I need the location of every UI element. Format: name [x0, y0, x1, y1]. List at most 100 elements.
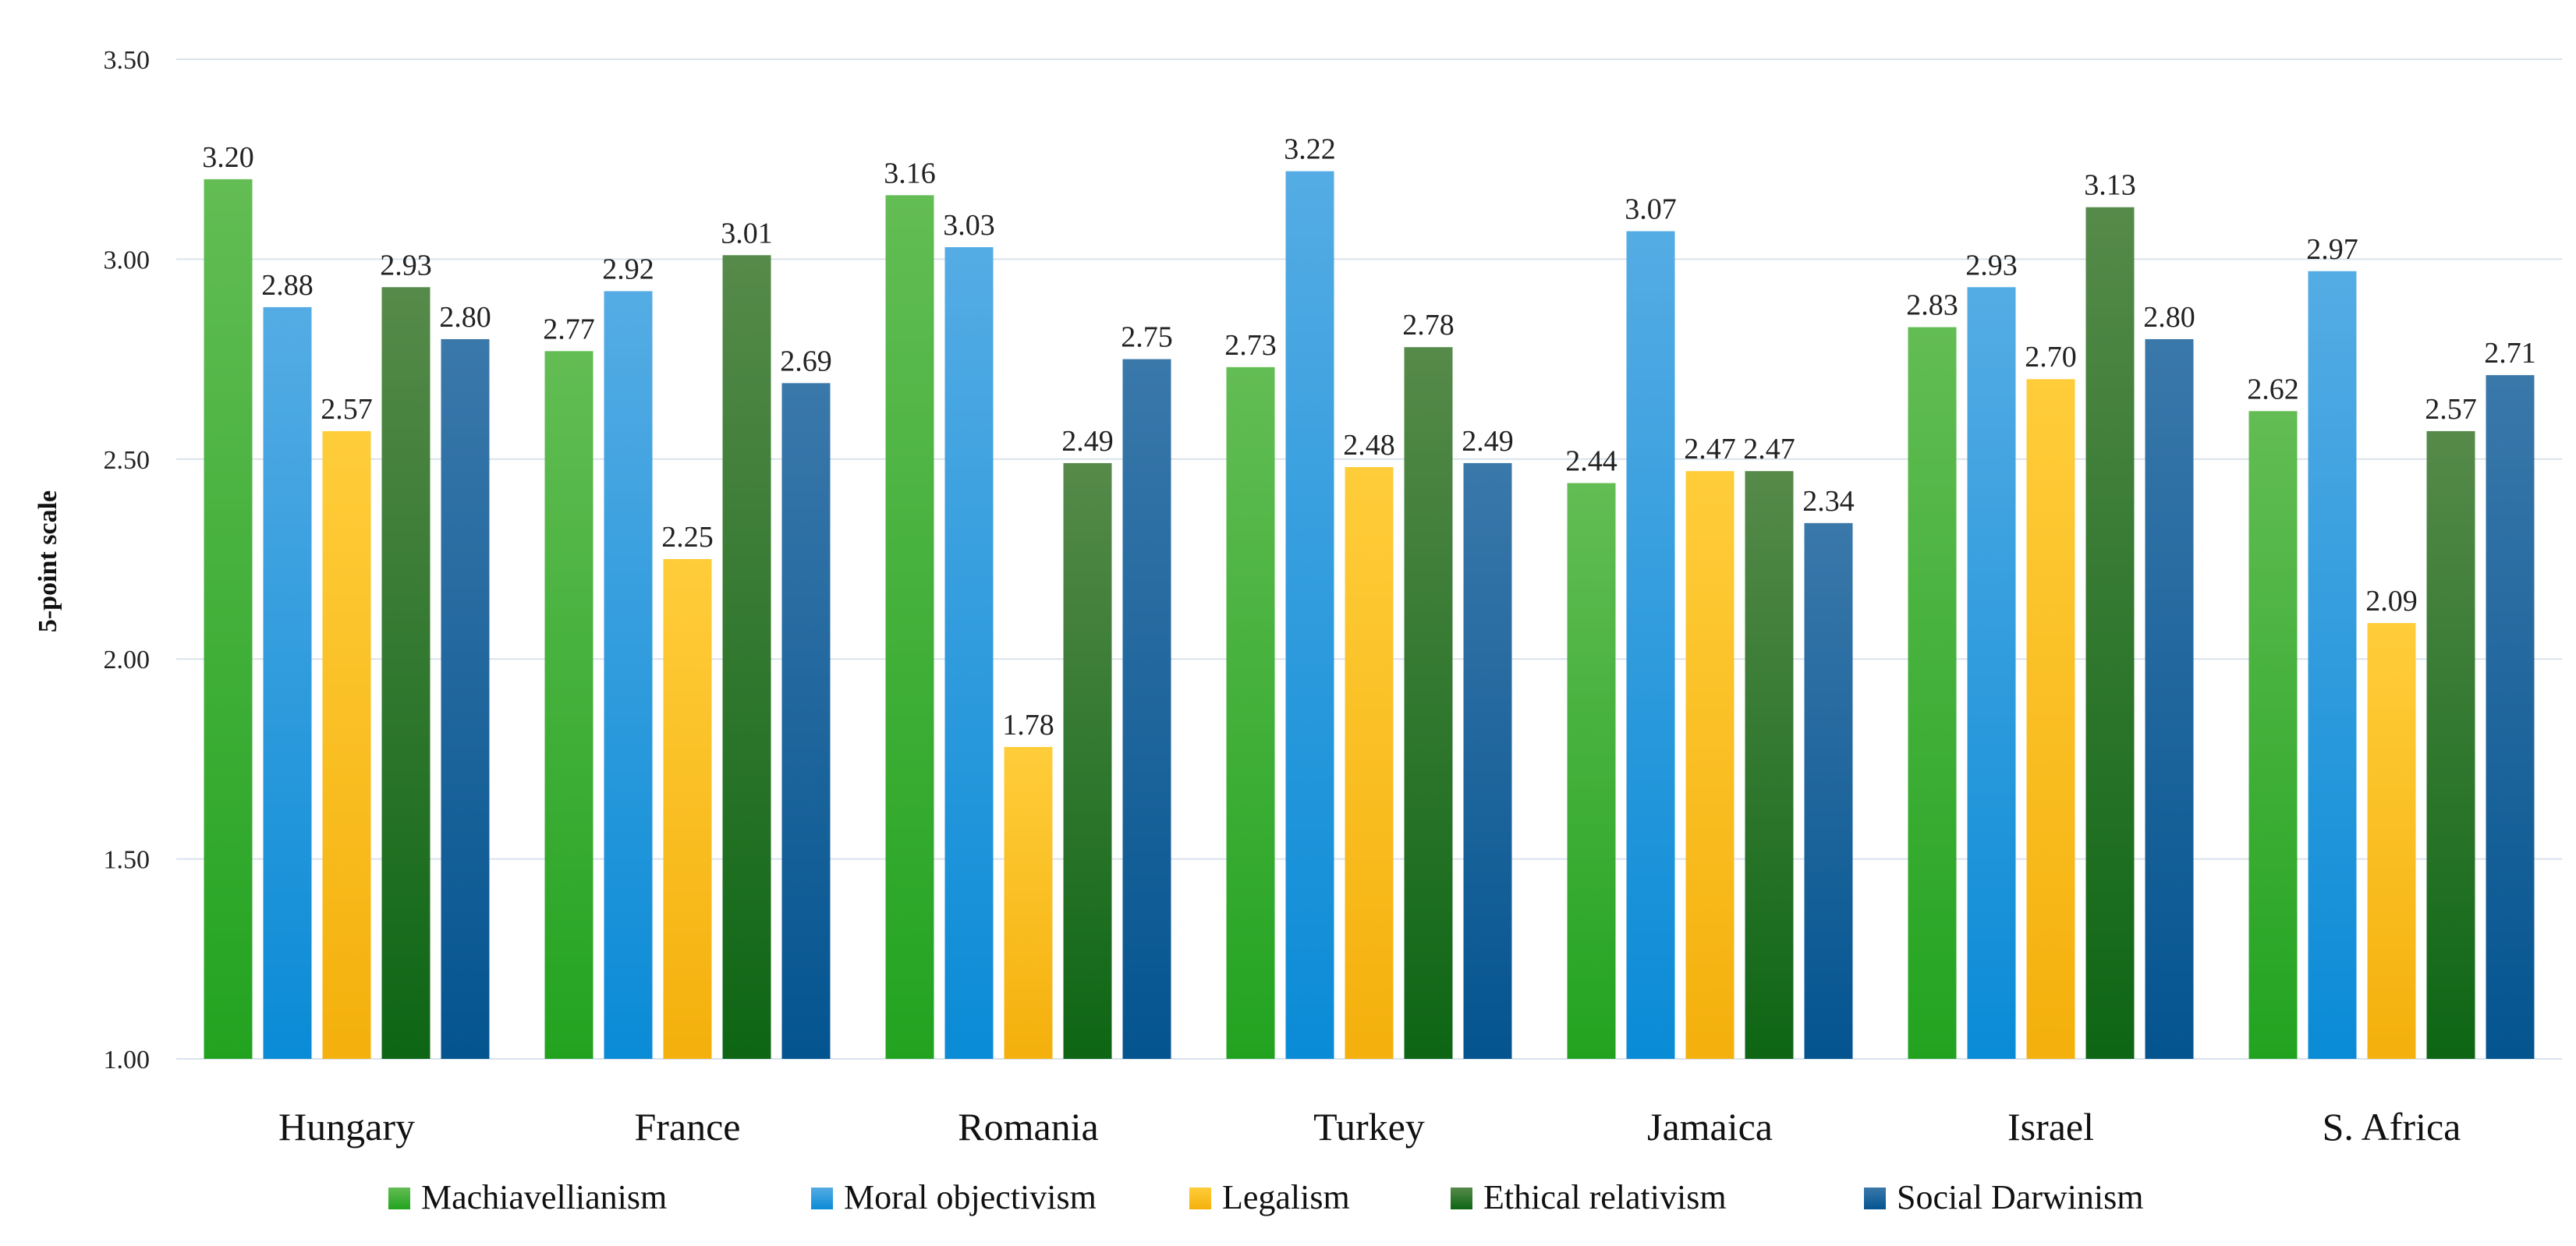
- bar-social-darwinism-hungary: [441, 338, 490, 1060]
- data-label: 2.78: [1402, 309, 1455, 342]
- data-label: 2.77: [543, 313, 595, 345]
- data-label: 2.93: [1965, 249, 2018, 281]
- y-tick-label: 3.50: [104, 46, 151, 75]
- data-label: 2.47: [1743, 433, 1795, 465]
- bar-legalism-jamaica: [1685, 471, 1734, 1059]
- bar-legalism-turkey: [1345, 467, 1394, 1059]
- data-label: 2.49: [1462, 425, 1514, 458]
- data-label: 2.62: [2247, 373, 2299, 405]
- data-label: 2.71: [2484, 337, 2536, 370]
- bar-social-darwinism-israel: [2145, 338, 2194, 1060]
- category-label: France: [634, 1105, 740, 1149]
- y-tick-label: 1.00: [104, 1046, 151, 1074]
- data-label: 2.44: [1565, 445, 1618, 478]
- bar-moral-objectivism-hungary: [263, 306, 312, 1059]
- data-label: 2.47: [1684, 433, 1736, 465]
- data-label: 3.13: [2084, 169, 2136, 202]
- bar-machiavellianism-s-africa: [2248, 411, 2298, 1059]
- bar-social-darwinism-france: [781, 383, 831, 1059]
- data-label: 1.78: [1002, 709, 1054, 742]
- data-label: 2.34: [1802, 485, 1855, 518]
- bar-moral-objectivism-israel: [1967, 287, 2016, 1059]
- y-tick-label: 2.00: [104, 646, 151, 674]
- data-labels: 3.202.882.572.932.80 2.772.922.253.012.69…: [202, 133, 2536, 742]
- bar-ethical-relativism-turkey: [1404, 347, 1453, 1059]
- legend-swatch: [388, 1188, 410, 1209]
- bar-moral-objectivism-romania: [944, 247, 994, 1059]
- data-label: 3.01: [721, 217, 773, 250]
- bars: [204, 171, 2535, 1060]
- bar-ethical-relativism-hungary: [381, 287, 431, 1059]
- bar-moral-objectivism-france: [604, 291, 653, 1059]
- data-label: 2.80: [439, 301, 491, 334]
- bar-legalism-israel: [2026, 379, 2075, 1059]
- data-label: 2.92: [602, 253, 654, 285]
- legend-swatch: [1189, 1188, 1211, 1209]
- category-label: Turkey: [1313, 1105, 1425, 1149]
- y-axis-ticks: 1.00 1.50 2.00 2.50 3.00 3.50: [104, 46, 151, 1074]
- legend-swatch: [811, 1188, 833, 1209]
- data-label: 3.22: [1284, 133, 1336, 166]
- y-tick-label: 1.50: [104, 846, 151, 875]
- bar-machiavellianism-hungary: [204, 179, 253, 1060]
- legend-label: Legalism: [1222, 1178, 1350, 1216]
- bar-legalism-romania: [1004, 747, 1053, 1059]
- bar-moral-objectivism-jamaica: [1626, 231, 1675, 1059]
- bar-moral-objectivism-s-africa: [2308, 271, 2357, 1059]
- bar-machiavellianism-romania: [885, 195, 934, 1059]
- y-tick-label: 2.50: [104, 446, 151, 475]
- bar-moral-objectivism-turkey: [1285, 171, 1334, 1060]
- data-label: 2.73: [1224, 329, 1277, 362]
- bar-legalism-hungary: [322, 430, 371, 1059]
- bar-machiavellianism-israel: [1908, 327, 1957, 1059]
- bar-ethical-relativism-france: [722, 255, 771, 1060]
- data-label: 2.80: [2143, 301, 2195, 334]
- legend: Machiavellianism Moral objectivism Legalis…: [388, 1178, 2144, 1216]
- data-label: 3.07: [1625, 193, 1677, 226]
- category-label: Israel: [2007, 1105, 2094, 1149]
- bar-ethical-relativism-s-africa: [2426, 430, 2475, 1059]
- bar-legalism-s-africa: [2367, 623, 2416, 1059]
- bar-social-darwinism-romania: [1122, 359, 1171, 1060]
- bar-machiavellianism-jamaica: [1567, 483, 1616, 1059]
- data-label: 3.03: [943, 209, 995, 242]
- bar-legalism-france: [663, 559, 712, 1059]
- bar-ethical-relativism-israel: [2085, 207, 2135, 1060]
- data-label: 2.57: [2425, 393, 2477, 426]
- data-label: 2.57: [321, 393, 373, 426]
- bar-social-darwinism-jamaica: [1804, 522, 1853, 1059]
- category-label: Romania: [958, 1105, 1099, 1149]
- data-label: 2.49: [1061, 425, 1114, 458]
- bar-social-darwinism-turkey: [1463, 462, 1512, 1059]
- data-label: 2.70: [2025, 341, 2077, 373]
- category-label: Hungary: [278, 1105, 415, 1149]
- legend-label: Social Darwinism: [1897, 1178, 2144, 1216]
- bar-ethical-relativism-romania: [1063, 462, 1112, 1059]
- data-label: 2.09: [2365, 585, 2418, 618]
- data-label: 2.48: [1343, 429, 1395, 462]
- legend-swatch: [1864, 1188, 1886, 1209]
- bar-ethical-relativism-jamaica: [1745, 471, 1794, 1059]
- data-label: 2.93: [380, 249, 432, 281]
- data-label: 2.88: [261, 269, 314, 302]
- data-label: 3.20: [202, 141, 254, 174]
- y-axis-title: 5-point scale: [34, 490, 62, 632]
- x-axis-categories: Hungary France Romania Turkey Jamaica Israel S…: [278, 1105, 2461, 1149]
- category-label: S. Africa: [2323, 1105, 2461, 1149]
- bar-machiavellianism-turkey: [1226, 366, 1275, 1060]
- data-label: 3.16: [884, 157, 936, 189]
- legend-label: Ethical relativism: [1483, 1178, 1727, 1216]
- bar-machiavellianism-france: [544, 351, 594, 1059]
- data-label: 2.97: [2306, 233, 2358, 266]
- data-label: 2.69: [780, 345, 832, 377]
- y-tick-label: 3.00: [104, 246, 151, 274]
- category-label: Jamaica: [1647, 1105, 1773, 1149]
- data-label: 2.75: [1121, 321, 1173, 354]
- data-label: 2.25: [661, 521, 714, 554]
- legend-label: Machiavellianism: [421, 1178, 667, 1216]
- data-label: 2.83: [1906, 289, 1958, 322]
- legend-swatch: [1451, 1188, 1472, 1209]
- bar-social-darwinism-s-africa: [2486, 375, 2535, 1059]
- legend-label: Moral objectivism: [844, 1178, 1097, 1216]
